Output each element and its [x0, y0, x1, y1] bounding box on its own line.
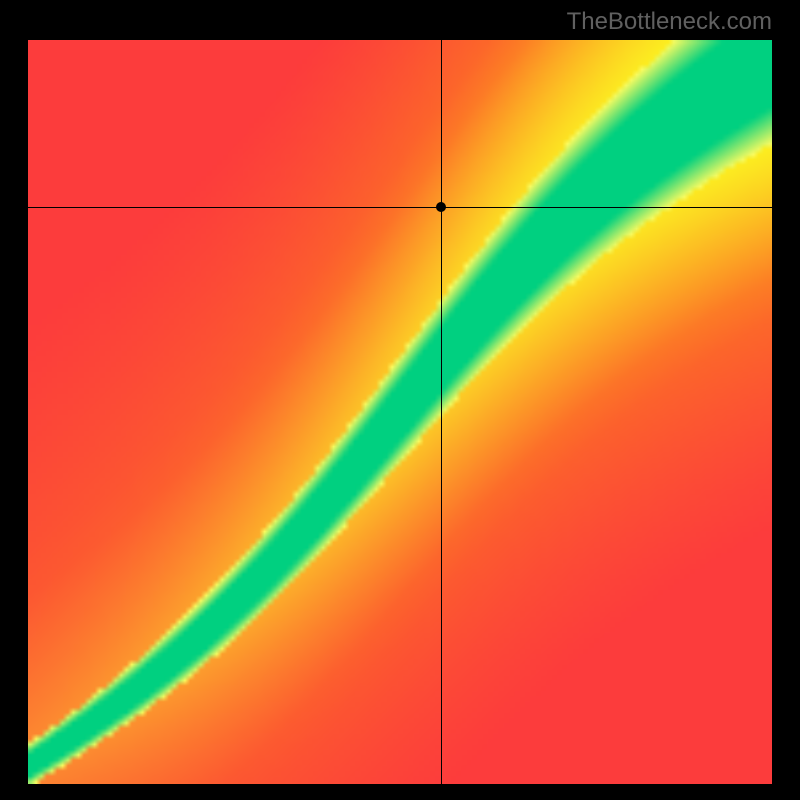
crosshair-horizontal — [28, 207, 772, 208]
heatmap-canvas — [28, 40, 772, 784]
marker-dot — [436, 202, 446, 212]
chart-area — [28, 40, 772, 784]
crosshair-vertical — [441, 40, 442, 784]
watermark-text: TheBottleneck.com — [567, 8, 772, 36]
chart-container: TheBottleneck.com — [0, 0, 800, 800]
